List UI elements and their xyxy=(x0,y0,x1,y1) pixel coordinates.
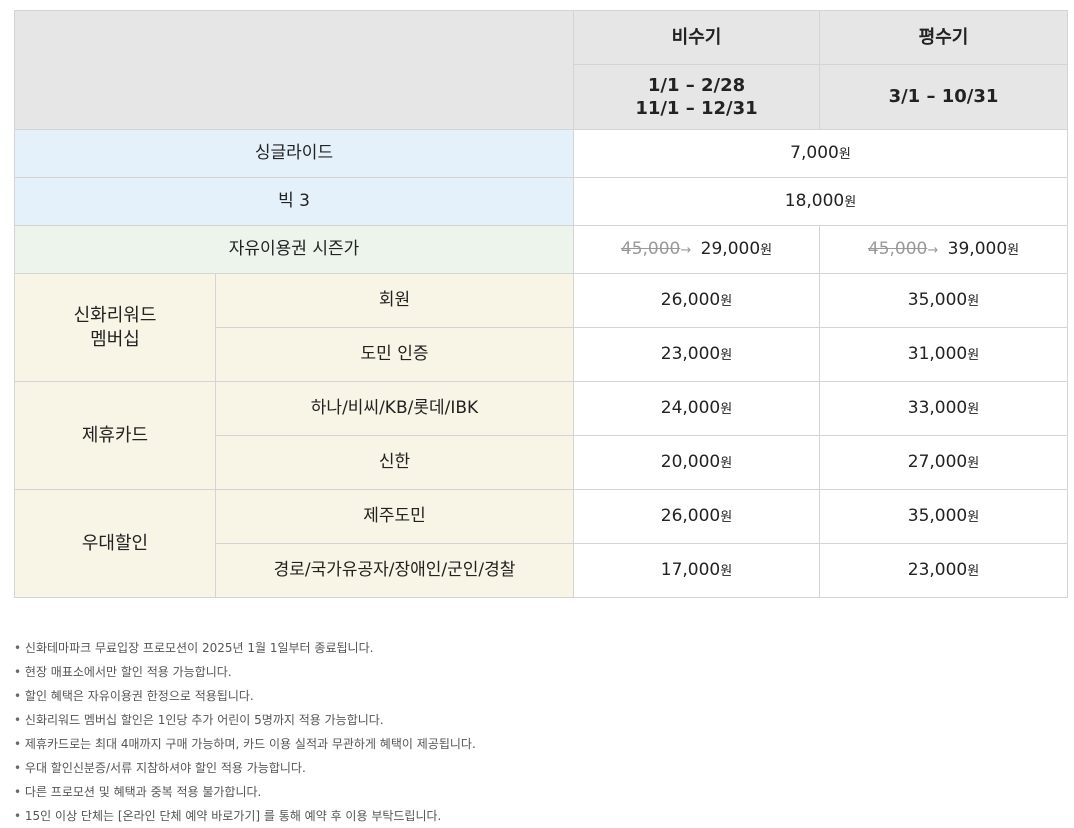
header-row-dates: 1/1 – 2/28 11/1 – 12/31 3/1 – 10/31 xyxy=(15,64,1068,130)
header-mid-dates: 3/1 – 10/31 xyxy=(819,64,1068,130)
discount-item-label: 제주도민 xyxy=(215,489,574,544)
price-table-container: 비수기 평수기 1/1 – 2/28 11/1 – 12/31 3/1 – 10… xyxy=(14,10,1068,598)
price-value: 35,000 xyxy=(907,290,968,311)
card-multi-mid: 33,000원 xyxy=(819,381,1068,436)
shinhwa-member-mid: 35,000원 xyxy=(819,273,1068,328)
notes-list: 신화테마파크 무료입장 프로모션이 2025년 1월 1일부터 종료됩니다. 현… xyxy=(14,636,476,828)
card-category: 제휴카드 xyxy=(14,381,216,490)
shinhwa-item-label: 도민 인증 xyxy=(215,327,574,382)
card-shinhan-mid: 27,000원 xyxy=(819,435,1068,490)
card-item-label: 신한 xyxy=(215,435,574,490)
price-value: 23,000 xyxy=(660,344,721,365)
row-single-ride: 싱글라이드 7,000원 xyxy=(14,129,1068,178)
header-row-season: 비수기 평수기 xyxy=(14,10,1068,130)
won-unit: 원 xyxy=(760,243,773,259)
discount-jeju-off: 26,000원 xyxy=(573,489,820,544)
price-value: 7,000 xyxy=(790,143,839,164)
note-item: 우대 할인신분증/서류 지참하셔야 할인 적용 가능합니다. xyxy=(14,756,476,780)
won-unit: 원 xyxy=(967,510,980,526)
shinhwa-category: 신화리워드 멤버십 xyxy=(14,273,216,382)
shinhwa-category-line2: 멤버십 xyxy=(90,328,140,350)
original-price: 45,000 xyxy=(620,239,681,260)
single-ride-label: 싱글라이드 xyxy=(14,129,574,178)
discount-etc-off: 17,000원 xyxy=(573,543,820,598)
row-shinhwa-member: 신화리워드 멤버십 회원 26,000원 35,000원 xyxy=(14,273,1068,382)
arrow-icon: → xyxy=(927,243,939,259)
note-item: 15인 이상 단체는 [온라인 단체 예약 바로가기] 를 통해 예약 후 이용… xyxy=(14,804,476,828)
big3-label: 빅 3 xyxy=(14,177,574,226)
price-value: 39,000 xyxy=(947,239,1008,260)
original-price: 45,000 xyxy=(867,239,928,260)
row-card-multi: 제휴카드 하나/비씨/KB/롯데/IBK 24,000원 33,000원 xyxy=(14,381,1068,490)
won-unit: 원 xyxy=(720,564,733,580)
won-unit: 원 xyxy=(720,348,733,364)
header-blank-cell xyxy=(14,10,574,130)
won-unit: 원 xyxy=(838,147,851,163)
row-discount-jeju: 우대할인 제주도민 26,000원 35,000원 xyxy=(14,489,1068,598)
season-pass-mid-price: 45,000→ 39,000원 xyxy=(819,225,1068,274)
discount-category: 우대할인 xyxy=(14,489,216,598)
won-unit: 원 xyxy=(967,456,980,472)
price-value: 24,000 xyxy=(660,398,721,419)
discount-etc-mid: 23,000원 xyxy=(819,543,1068,598)
price-table: 비수기 평수기 1/1 – 2/28 11/1 – 12/31 3/1 – 10… xyxy=(14,10,1068,598)
card-multi-off: 24,000원 xyxy=(573,381,820,436)
big3-price: 18,000원 xyxy=(573,177,1068,226)
won-unit: 원 xyxy=(720,402,733,418)
won-unit: 원 xyxy=(720,294,733,310)
header-off-season: 비수기 xyxy=(573,10,820,65)
won-unit: 원 xyxy=(844,195,857,211)
shinhwa-item-label: 회원 xyxy=(215,273,574,328)
header-mid-season: 평수기 xyxy=(819,10,1068,65)
note-item: 다른 프로모션 및 혜택과 중복 적용 불가합니다. xyxy=(14,780,476,804)
shinhwa-resident-off: 23,000원 xyxy=(573,327,820,382)
shinhwa-resident-mid: 31,000원 xyxy=(819,327,1068,382)
price-value: 23,000 xyxy=(907,560,968,581)
season-pass-off-price: 45,000→ 29,000원 xyxy=(573,225,820,274)
price-value: 33,000 xyxy=(907,398,968,419)
card-item-label: 하나/비씨/KB/롯데/IBK xyxy=(215,381,574,436)
price-value: 27,000 xyxy=(907,452,968,473)
won-unit: 원 xyxy=(967,564,980,580)
price-value: 31,000 xyxy=(907,344,968,365)
season-pass-label: 자유이용권 시즌가 xyxy=(14,225,574,274)
note-item: 현장 매표소에서만 할인 적용 가능합니다. xyxy=(14,660,476,684)
won-unit: 원 xyxy=(967,348,980,364)
off-dates-line2: 11/1 – 12/31 xyxy=(635,98,758,119)
price-value: 26,000 xyxy=(660,506,721,527)
header-off-dates: 1/1 – 2/28 11/1 – 12/31 xyxy=(573,64,820,130)
shinhwa-category-line1: 신화리워드 xyxy=(73,305,157,327)
note-item: 할인 혜택은 자유이용권 한정으로 적용됩니다. xyxy=(14,684,476,708)
won-unit: 원 xyxy=(720,510,733,526)
card-shinhan-off: 20,000원 xyxy=(573,435,820,490)
price-value: 35,000 xyxy=(907,506,968,527)
shinhwa-member-off: 26,000원 xyxy=(573,273,820,328)
note-item: 신화테마파크 무료입장 프로모션이 2025년 1월 1일부터 종료됩니다. xyxy=(14,636,476,660)
discount-jeju-mid: 35,000원 xyxy=(819,489,1068,544)
price-value: 18,000 xyxy=(784,191,845,212)
row-big3: 빅 3 18,000원 xyxy=(14,177,1068,226)
row-shinhwa-resident: 도민 인증 23,000원 31,000원 xyxy=(15,327,1068,382)
price-value: 20,000 xyxy=(660,452,721,473)
single-ride-price: 7,000원 xyxy=(573,129,1068,178)
won-unit: 원 xyxy=(967,402,980,418)
row-season-pass: 자유이용권 시즌가 45,000→ 29,000원 45,000→ 39,000… xyxy=(14,225,1068,274)
row-discount-etc: 경로/국가유공자/장애인/군인/경찰 17,000원 23,000원 xyxy=(15,543,1068,598)
won-unit: 원 xyxy=(1007,243,1020,259)
discount-item-label: 경로/국가유공자/장애인/군인/경찰 xyxy=(215,543,574,598)
arrow-icon: → xyxy=(680,243,692,259)
won-unit: 원 xyxy=(967,294,980,310)
price-value: 17,000 xyxy=(660,560,721,581)
note-item: 신화리워드 멤버십 할인은 1인당 추가 어린이 5명까지 적용 가능합니다. xyxy=(14,708,476,732)
won-unit: 원 xyxy=(720,456,733,472)
price-value: 26,000 xyxy=(660,290,721,311)
price-value: 29,000 xyxy=(700,239,761,260)
off-dates-line1: 1/1 – 2/28 xyxy=(647,74,746,96)
note-item: 제휴카드로는 최대 4매까지 구매 가능하며, 카드 이용 실적과 무관하게 혜… xyxy=(14,732,476,756)
